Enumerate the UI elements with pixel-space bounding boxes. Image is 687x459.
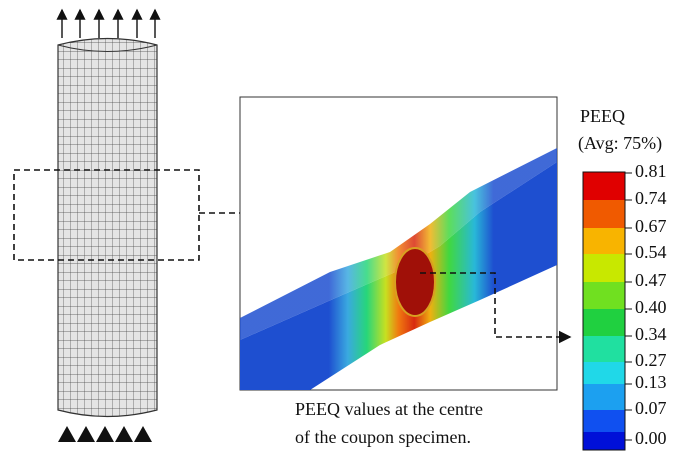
legend-subtitle: (Avg: 75%) <box>578 133 662 154</box>
legend-label: 0.27 <box>635 350 667 370</box>
legend-label: 0.67 <box>635 216 667 236</box>
caption-line: of the coupon specimen. <box>295 427 471 447</box>
legend-label: 0.81 <box>635 161 667 181</box>
legend-label: 0.40 <box>635 297 667 317</box>
legend-label: 0.74 <box>635 188 667 208</box>
contour-view <box>240 97 557 390</box>
legend-label: 0.47 <box>635 270 667 290</box>
figure: PEEQ values at the centre of the coupon … <box>0 0 687 459</box>
legend-label: 0.00 <box>635 428 667 448</box>
legend-label: 0.34 <box>635 324 667 344</box>
legend-label: 0.54 <box>635 242 667 262</box>
caption-line: PEEQ values at the centre <box>295 399 483 419</box>
legend-label: 0.13 <box>635 372 667 392</box>
legend: PEEQ (Avg: 75%) 0.81 0.74 0.67 0.54 0.47 0.40… <box>578 106 667 450</box>
legend-label: 0.07 <box>635 398 667 418</box>
specimen <box>14 10 199 442</box>
legend-title: PEEQ <box>580 106 625 126</box>
